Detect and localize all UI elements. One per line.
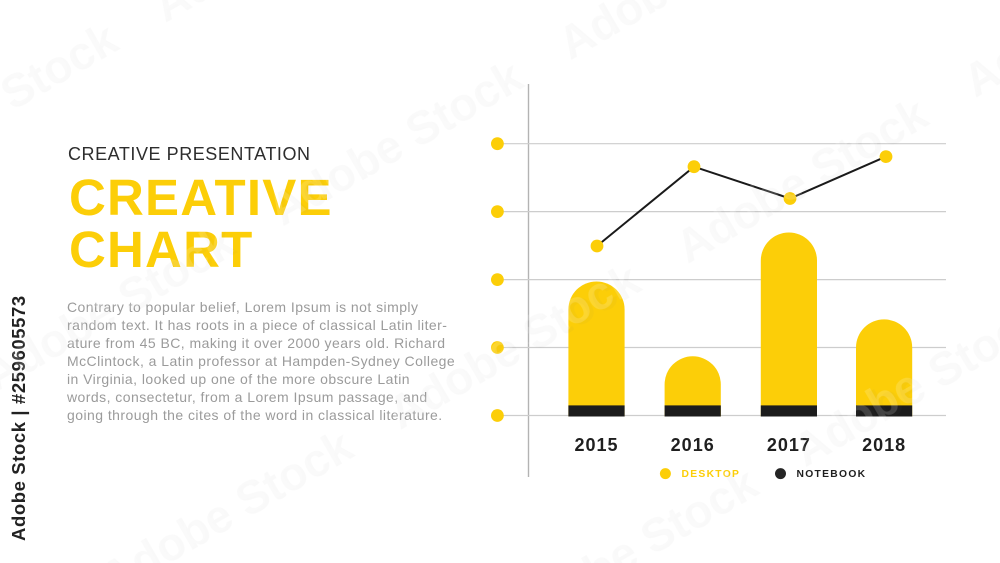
svg-text:NOTEBOOK: NOTEBOOK <box>797 469 867 480</box>
svg-text:2015: 2015 <box>574 435 618 455</box>
svg-text:2016: 2016 <box>671 435 715 455</box>
svg-text:DESKTOP: DESKTOP <box>682 469 741 480</box>
svg-text:2017: 2017 <box>767 435 811 455</box>
svg-text:2018: 2018 <box>862 435 906 455</box>
